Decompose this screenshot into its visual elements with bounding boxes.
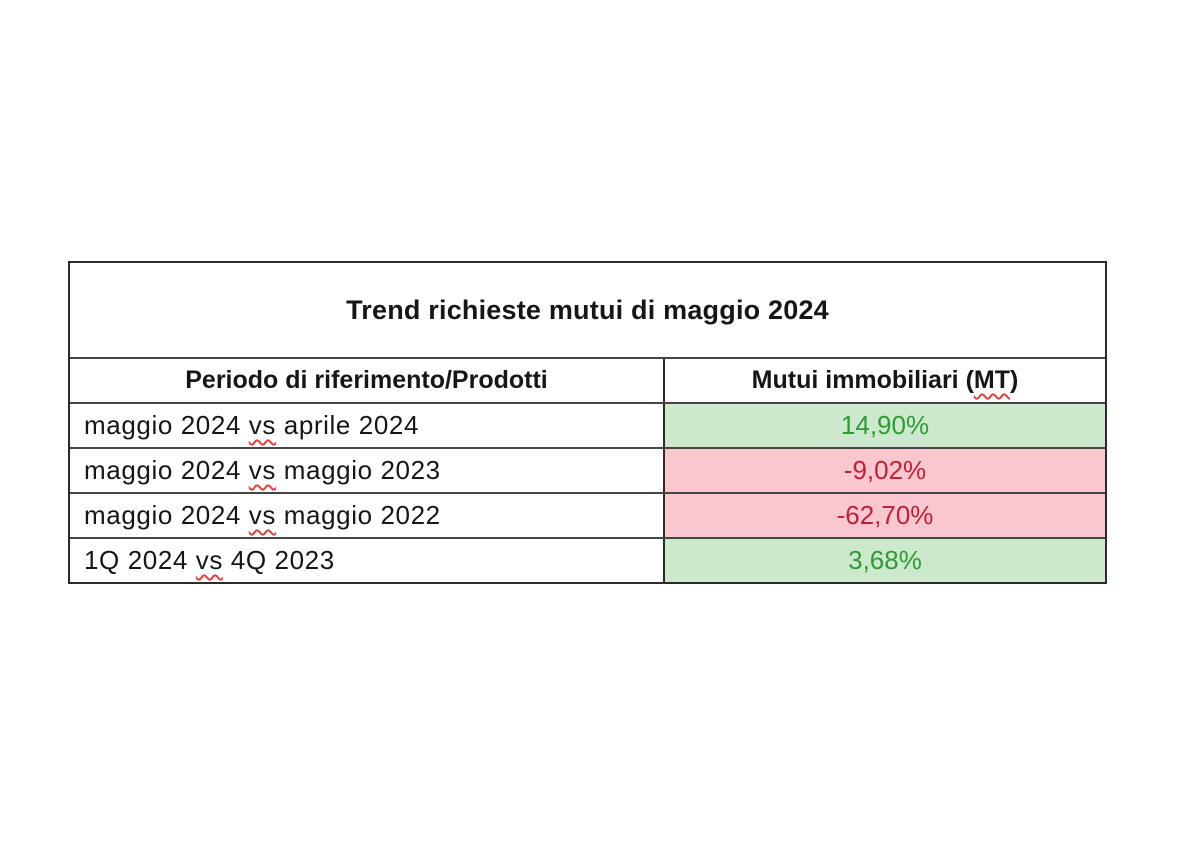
period-text-before: maggio 2024	[84, 410, 249, 440]
value-text: 3,68%	[848, 545, 922, 575]
period-text-after: maggio 2022	[275, 500, 441, 530]
period-text-vs: vs	[248, 455, 276, 485]
period-text-before: 1Q 2024	[84, 545, 196, 575]
header-product-label-suffix: )	[1010, 366, 1019, 394]
value-text: -62,70%	[836, 500, 934, 530]
header-period-label: Periodo di riferimento/Prodotti	[185, 366, 548, 394]
header-product-label-misspelled: MT	[973, 366, 1010, 394]
period-text-vs: vs	[248, 500, 276, 530]
period-text-after: 4Q 2023	[222, 545, 335, 575]
value-cell: -62,70%	[665, 494, 1105, 537]
period-text-before: maggio 2024	[84, 455, 249, 485]
period-cell: maggio 2024 vs aprile 2024	[70, 404, 665, 447]
period-text-before: maggio 2024	[84, 500, 249, 530]
period-text-after: aprile 2024	[275, 410, 420, 440]
table-row: maggio 2024 vs aprile 2024 14,90%	[70, 402, 1105, 447]
header-product-column: Mutui immobiliari (MT)	[665, 359, 1105, 402]
period-text: maggio 2024 vs maggio 2022	[84, 500, 441, 531]
value-cell: -9,02%	[665, 449, 1105, 492]
header-period-column: Periodo di riferimento/Prodotti	[70, 359, 665, 402]
table-header-row: Periodo di riferimento/Prodotti Mutui im…	[70, 357, 1105, 402]
table-row: maggio 2024 vs maggio 2022 -62,70%	[70, 492, 1105, 537]
period-cell: 1Q 2024 vs 4Q 2023	[70, 539, 665, 582]
period-cell: maggio 2024 vs maggio 2023	[70, 449, 665, 492]
value-cell: 3,68%	[665, 539, 1105, 582]
period-text: maggio 2024 vs maggio 2023	[84, 455, 441, 486]
table-title: Trend richieste mutui di maggio 2024	[346, 294, 829, 325]
value-text: 14,90%	[840, 410, 930, 440]
period-text: 1Q 2024 vs 4Q 2023	[84, 545, 335, 576]
table-title-row: Trend richieste mutui di maggio 2024	[70, 263, 1105, 357]
period-text-after: maggio 2023	[275, 455, 441, 485]
value-cell: 14,90%	[665, 404, 1105, 447]
value-text: -9,02%	[843, 455, 927, 485]
period-text-vs: vs	[248, 410, 276, 440]
period-text-vs: vs	[195, 545, 223, 575]
trend-table: Trend richieste mutui di maggio 2024 Per…	[68, 261, 1107, 584]
period-text: maggio 2024 vs aprile 2024	[84, 410, 419, 441]
table-row: maggio 2024 vs maggio 2023 -9,02%	[70, 447, 1105, 492]
table-row: 1Q 2024 vs 4Q 2023 3,68%	[70, 537, 1105, 582]
header-product-label-prefix: Mutui immobiliari (	[751, 366, 974, 394]
period-cell: maggio 2024 vs maggio 2022	[70, 494, 665, 537]
